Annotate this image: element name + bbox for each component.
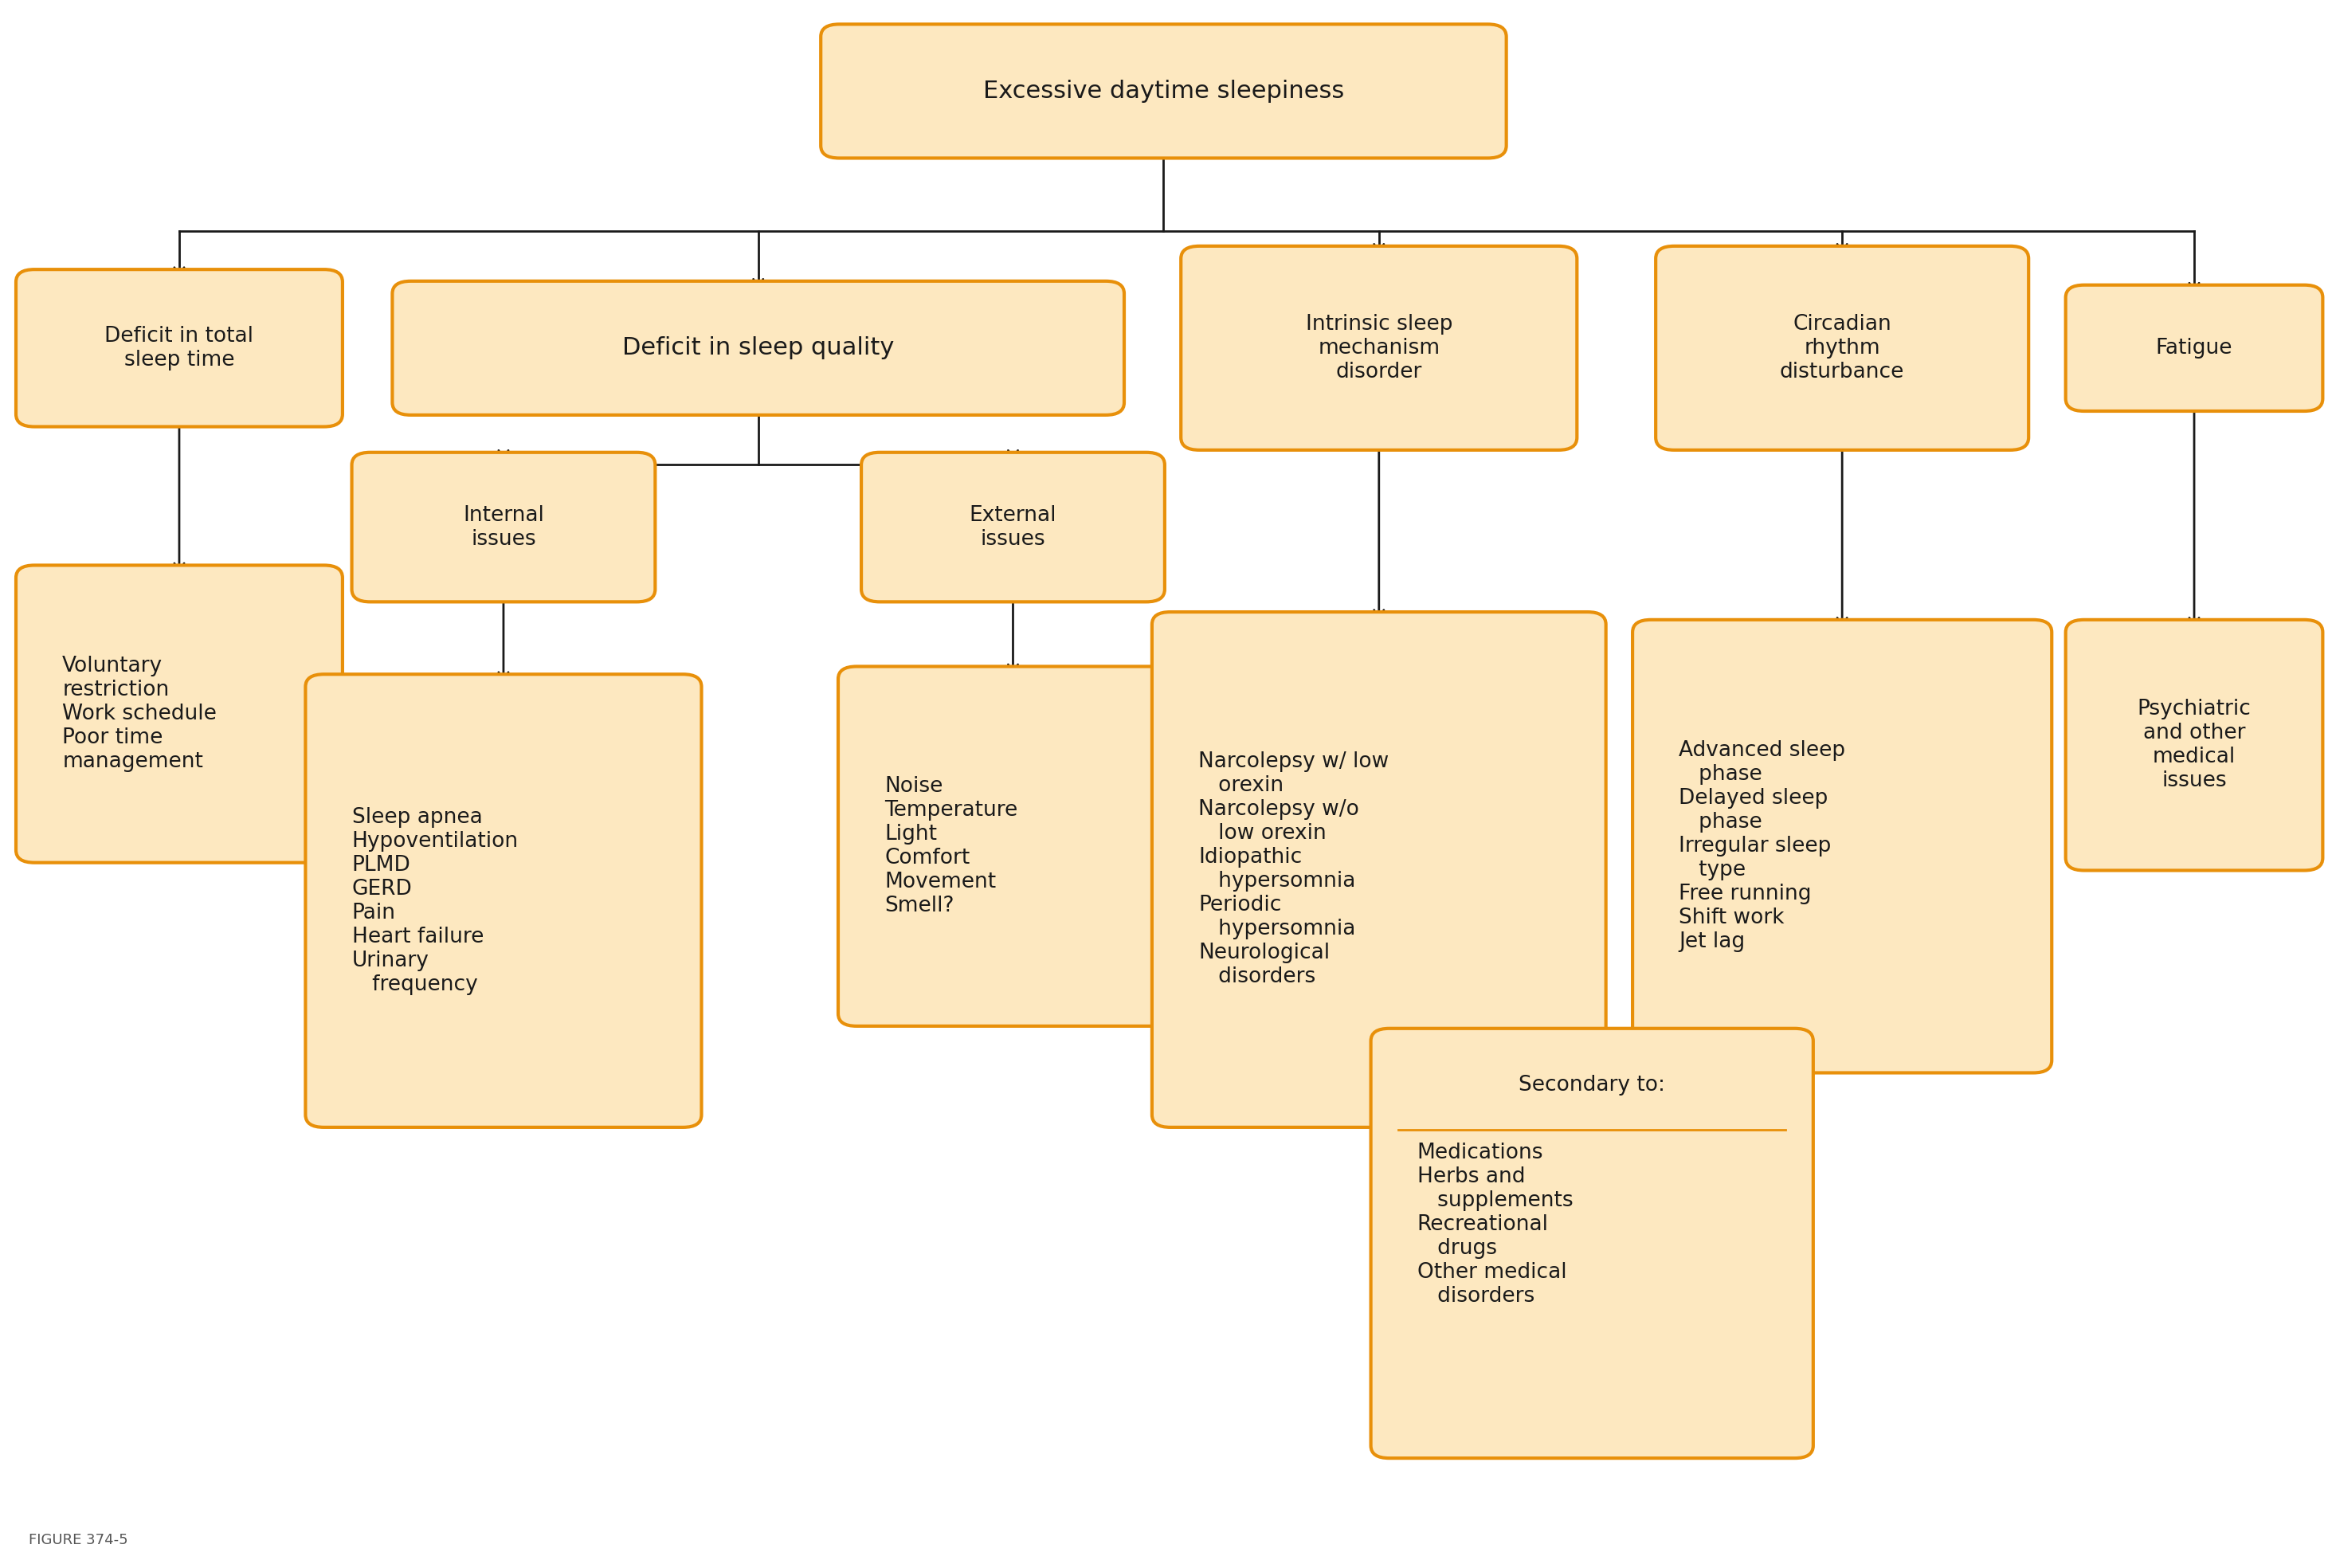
Text: Advanced sleep
   phase
Delayed sleep
   phase
Irregular sleep
   type
Free runn: Advanced sleep phase Delayed sleep phase… bbox=[1678, 740, 1846, 952]
Text: External
issues: External issues bbox=[968, 505, 1057, 549]
FancyBboxPatch shape bbox=[1180, 246, 1576, 450]
FancyBboxPatch shape bbox=[352, 453, 654, 602]
Text: Internal
issues: Internal issues bbox=[463, 505, 545, 549]
Text: Sleep apnea
Hypoventilation
PLMD
GERD
Pain
Heart failure
Urinary
   frequency: Sleep apnea Hypoventilation PLMD GERD Pa… bbox=[352, 808, 519, 994]
Text: Deficit in sleep quality: Deficit in sleep quality bbox=[622, 337, 894, 359]
FancyBboxPatch shape bbox=[1632, 619, 2051, 1073]
Text: Medications
Herbs and
   supplements
Recreational
   drugs
Other medical
   diso: Medications Herbs and supplements Recrea… bbox=[1418, 1143, 1574, 1306]
FancyBboxPatch shape bbox=[1655, 246, 2028, 450]
FancyBboxPatch shape bbox=[305, 674, 701, 1127]
FancyBboxPatch shape bbox=[2065, 285, 2323, 411]
FancyBboxPatch shape bbox=[2065, 619, 2323, 870]
Text: Voluntary
restriction
Work schedule
Poor time
management: Voluntary restriction Work schedule Poor… bbox=[63, 655, 217, 771]
FancyBboxPatch shape bbox=[1152, 612, 1606, 1127]
Text: Intrinsic sleep
mechanism
disorder: Intrinsic sleep mechanism disorder bbox=[1306, 314, 1453, 383]
Text: FIGURE 374-5: FIGURE 374-5 bbox=[28, 1532, 128, 1548]
Text: Excessive daytime sleepiness: Excessive daytime sleepiness bbox=[982, 80, 1343, 103]
Text: Secondary to:: Secondary to: bbox=[1518, 1076, 1665, 1096]
Text: Circadian
rhythm
disturbance: Circadian rhythm disturbance bbox=[1781, 314, 1904, 383]
FancyBboxPatch shape bbox=[822, 24, 1506, 158]
Text: Narcolepsy w/ low
   orexin
Narcolepsy w/o
   low orexin
Idiopathic
   hypersomn: Narcolepsy w/ low orexin Narcolepsy w/o … bbox=[1199, 751, 1390, 988]
FancyBboxPatch shape bbox=[838, 666, 1187, 1025]
Text: Psychiatric
and other
medical
issues: Psychiatric and other medical issues bbox=[2137, 699, 2251, 792]
FancyBboxPatch shape bbox=[16, 564, 342, 862]
FancyBboxPatch shape bbox=[16, 270, 342, 426]
Text: Fatigue: Fatigue bbox=[2156, 337, 2233, 359]
FancyBboxPatch shape bbox=[1371, 1029, 1814, 1458]
FancyBboxPatch shape bbox=[393, 281, 1124, 416]
Text: Deficit in total
sleep time: Deficit in total sleep time bbox=[105, 326, 254, 370]
FancyBboxPatch shape bbox=[861, 453, 1164, 602]
Text: Noise
Temperature
Light
Comfort
Movement
Smell?: Noise Temperature Light Comfort Movement… bbox=[885, 776, 1017, 916]
